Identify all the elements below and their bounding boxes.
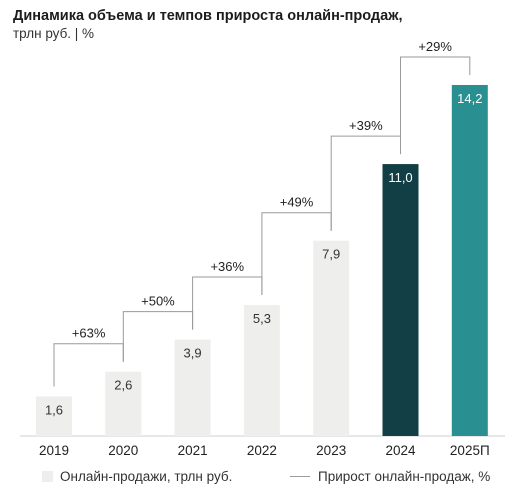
- legend-bar-swatch: [42, 471, 53, 482]
- legend-line-label: Прирост онлайн-продаж, %: [318, 469, 491, 484]
- bar-2024: [382, 164, 419, 436]
- x-tick-label-2021: 2021: [178, 443, 208, 458]
- growth-label-6: +29%: [418, 39, 452, 54]
- x-tick-label-2024: 2024: [385, 443, 416, 458]
- bar-value-label-2021: 3,9: [184, 346, 202, 361]
- chart-subtitle: трлн руб. | %: [13, 26, 95, 41]
- x-tick-label-2022: 2022: [247, 443, 277, 458]
- bar-2025П: [451, 84, 488, 436]
- bar-value-label-2023: 7,9: [322, 247, 340, 262]
- x-tick-label-2020: 2020: [108, 443, 138, 458]
- growth-label-3: +36%: [210, 259, 244, 274]
- bar-2023: [313, 240, 350, 436]
- bar-2021: [174, 339, 211, 436]
- bar-2019: [36, 396, 72, 436]
- legend-line-swatch: [290, 476, 310, 477]
- bar-value-label-2019: 1,6: [45, 402, 63, 417]
- growth-label-5: +39%: [349, 118, 383, 133]
- bar-value-label-2024: 11,0: [388, 170, 412, 185]
- x-tick-label-2023: 2023: [316, 443, 346, 458]
- x-tick-label-2019: 2019: [39, 443, 69, 458]
- legend-item-bars: Онлайн-продажи, трлн руб.: [42, 469, 232, 484]
- bar-value-label-2022: 5,3: [253, 311, 271, 326]
- legend-bars-label: Онлайн-продажи, трлн руб.: [60, 469, 233, 484]
- bar-2020: [105, 371, 142, 436]
- growth-label-2: +50%: [141, 294, 175, 309]
- chart-title: Динамика объема и темпов прироста онлайн…: [13, 8, 403, 24]
- legend: Онлайн-продажи, трлн руб. Прирост онлайн…: [0, 469, 530, 491]
- growth-label-4: +49%: [280, 195, 314, 210]
- sales-chart: 1,6 2019 2,6 2020 3,9 2021 5,3 2022 7,9 2023 11,0 2…: [20, 39, 505, 458]
- bar-value-label-2020: 2,6: [114, 378, 132, 393]
- growth-label-1: +63%: [72, 326, 106, 341]
- legend-item-line: Прирост онлайн-продаж, %: [290, 469, 490, 484]
- bar-2022: [243, 304, 280, 436]
- x-tick-label-2025П: 2025П: [450, 443, 490, 458]
- growth-bracket-6: [400, 56, 471, 155]
- bar-value-label-2025П: 14,2: [457, 91, 482, 106]
